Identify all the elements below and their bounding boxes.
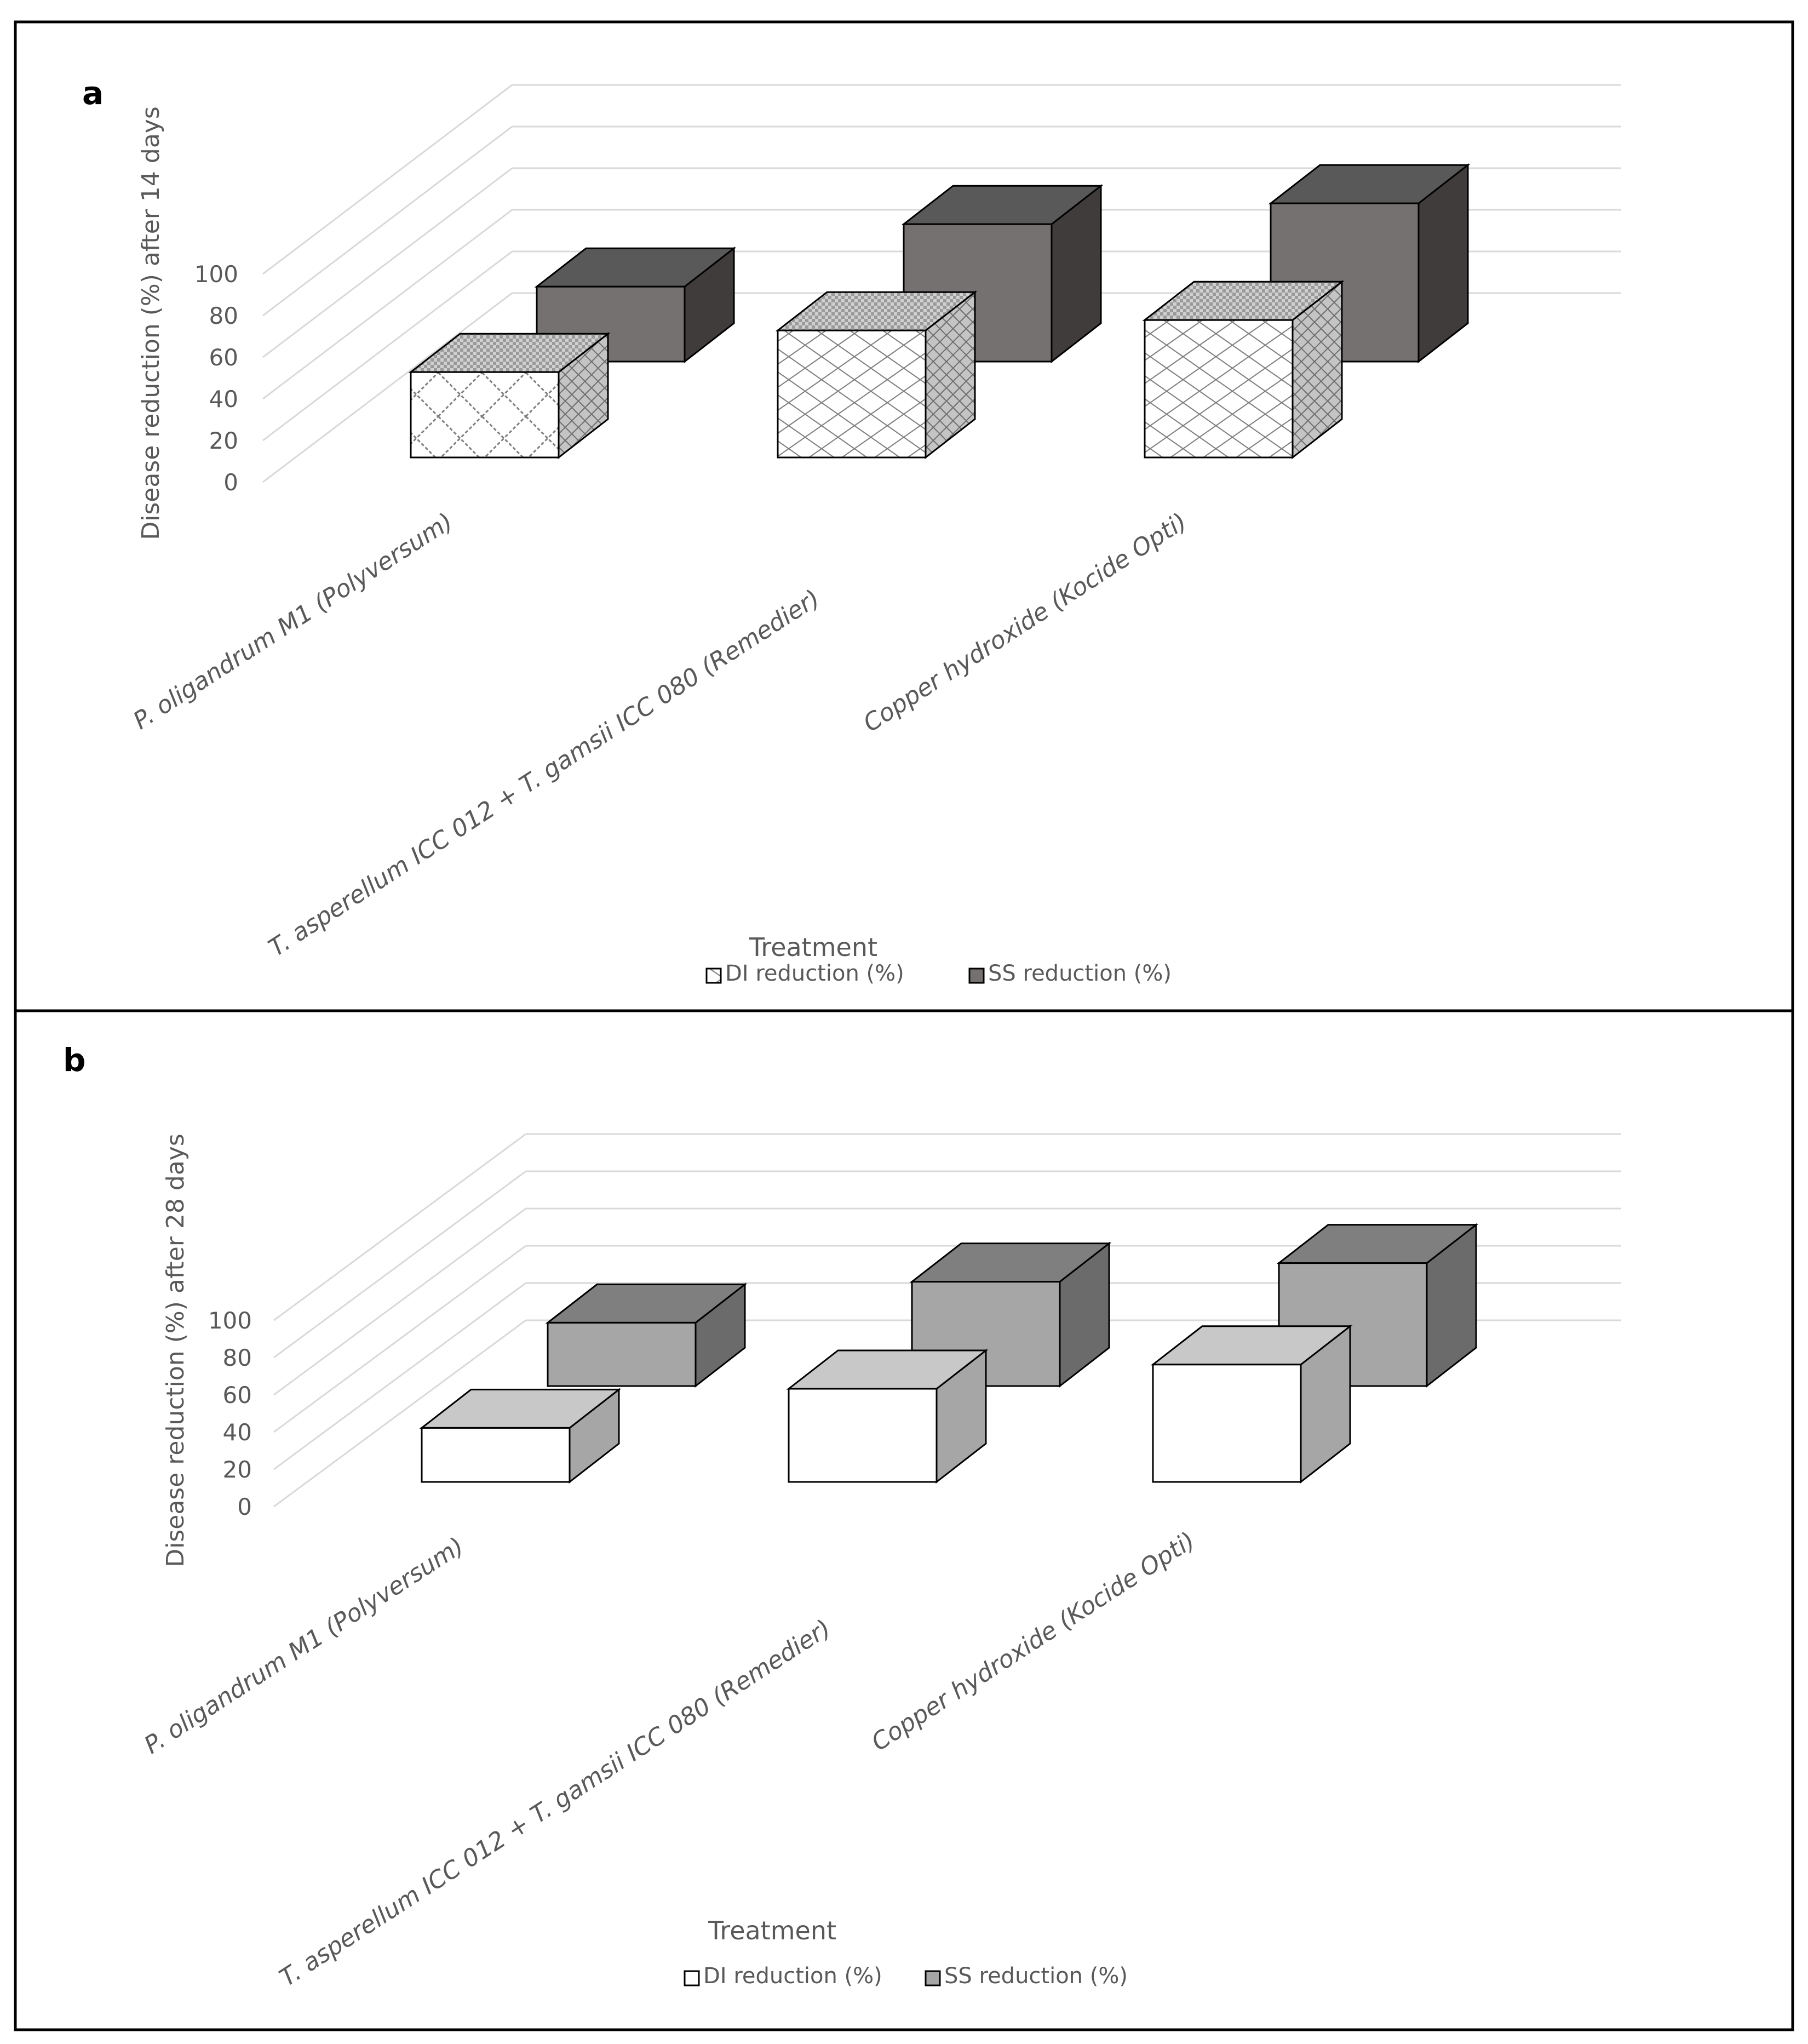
- panel-label: b: [63, 1041, 86, 1079]
- ss-bar-front: [547, 1321, 697, 1387]
- y-tick-label: 100: [208, 1307, 252, 1334]
- panel-a-frame: [14, 20, 1794, 1012]
- legend: DI reduction (%) SS reduction (%): [684, 1963, 1128, 1989]
- gridline-side: [262, 167, 513, 358]
- y-tick-label: 0: [237, 1493, 252, 1520]
- legend-label-di: DI reduction (%): [703, 1963, 882, 1989]
- di-bar: [1142, 280, 1345, 460]
- gridline-side: [262, 125, 513, 317]
- x-tick-label: P. oligandrum M1 (Polyversum): [128, 507, 458, 735]
- y-axis-title: Disease reduction (%) after 14 days: [137, 106, 165, 540]
- y-tick-label: 80: [223, 1344, 252, 1371]
- gridline-side: [273, 1245, 526, 1433]
- panel-b-frame: [14, 1009, 1794, 2031]
- gridline-side: [262, 84, 513, 275]
- x-tick-label: Copper hydroxide (Kocide Opti): [858, 507, 1192, 737]
- y-tick-label: 100: [194, 261, 238, 288]
- panel-b-chart: b 0 20 40 60 80 100 Disease reduction (%) after…: [63, 1041, 1621, 1992]
- panel-a-chart: a 0 20 40 60 80 100 Disease reduction (%) after…: [82, 75, 1621, 986]
- gridline-side: [273, 1319, 526, 1508]
- gridline-side: [273, 1207, 526, 1396]
- legend-swatch-ss: [925, 1970, 941, 1986]
- x-tick-label: T. asperellum ICC 012 + T. gamsii ICC 08…: [264, 584, 825, 962]
- x-tick-label: Copper hydroxide (Kocide Opti): [866, 1526, 1200, 1756]
- legend-swatch-di: [684, 1970, 700, 1986]
- ss-bar: [534, 247, 737, 364]
- y-tick-label: 40: [209, 386, 238, 413]
- x-axis-title: Treatment: [708, 1916, 836, 1945]
- panel-label: a: [82, 75, 104, 112]
- x-axis-title: Treatment: [749, 932, 877, 962]
- legend: DI reduction (%) SS reduction (%): [705, 961, 1172, 986]
- di-bar: [775, 290, 978, 460]
- y-tick-label: 20: [223, 1456, 252, 1483]
- gridline-side: [262, 292, 513, 483]
- di-bar: [786, 1348, 989, 1484]
- legend-swatch-ss: [968, 967, 985, 984]
- gridline-side: [273, 1133, 526, 1321]
- legend-label-ss: SS reduction (%): [944, 1963, 1128, 1989]
- y-tick-label: 60: [209, 344, 238, 371]
- y-tick-label: 0: [223, 469, 238, 496]
- gridline-side: [273, 1170, 526, 1359]
- di-bar: [408, 332, 611, 460]
- y-tick-label: 40: [223, 1419, 252, 1446]
- gridline-side: [273, 1282, 526, 1470]
- di-bar: [1150, 1324, 1353, 1484]
- y-tick-label: 80: [209, 302, 238, 329]
- legend-label-ss: SS reduction (%): [988, 961, 1172, 986]
- ss-bar: [545, 1282, 748, 1388]
- di-bar-front: [410, 371, 560, 459]
- di-bar: [419, 1388, 622, 1484]
- di-bar-front: [1152, 1364, 1302, 1483]
- legend-swatch-di: [705, 967, 722, 984]
- gridline-side: [262, 250, 513, 442]
- y-axis-title: Disease reduction (%) after 28 days: [162, 1133, 190, 1567]
- y-tick-label: 20: [209, 427, 238, 454]
- y-tick-label: 60: [223, 1382, 252, 1409]
- gridline-side: [262, 209, 513, 400]
- di-bar-front: [777, 329, 927, 459]
- di-bar-front: [788, 1388, 938, 1483]
- di-bar-front: [1144, 319, 1294, 459]
- di-bar-front: [421, 1427, 571, 1483]
- legend-label-di: DI reduction (%): [725, 961, 904, 986]
